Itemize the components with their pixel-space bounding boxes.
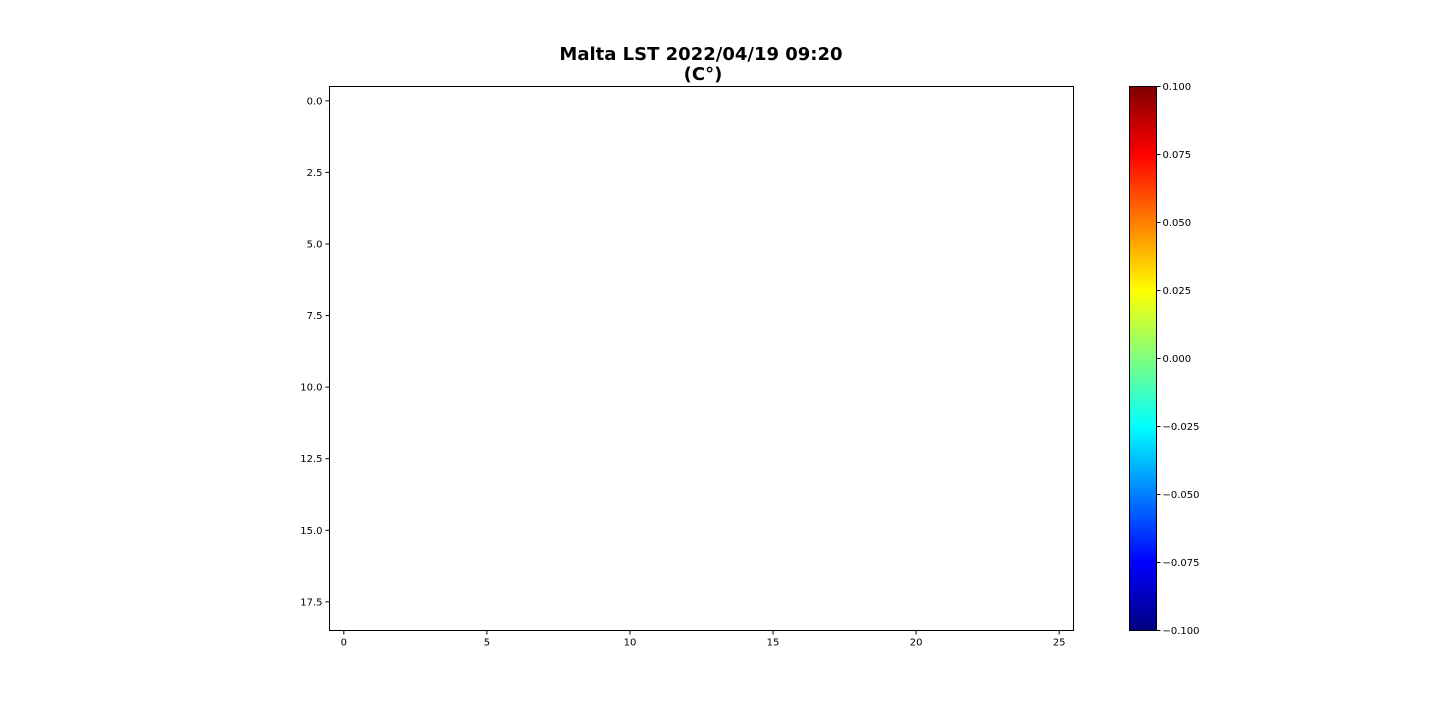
x-tick-label: 0 <box>341 638 347 649</box>
y-tick-label: 7.5 <box>307 311 323 322</box>
colorbar-tick-label: −0.075 <box>1163 558 1200 569</box>
y-tick-label: 17.5 <box>300 597 322 608</box>
y-tick-label: 5.0 <box>307 239 323 250</box>
y-tick-label: 15.0 <box>300 526 322 537</box>
y-tick-label: 2.5 <box>307 168 323 179</box>
colorbar-tick-label: −0.100 <box>1163 626 1200 637</box>
x-tick-label: 5 <box>484 638 490 649</box>
colorbar-tick-label: −0.050 <box>1163 490 1200 501</box>
x-tick-label: 20 <box>910 638 923 649</box>
y-tick-label: 0.0 <box>307 96 323 107</box>
x-tick-label: 15 <box>767 638 780 649</box>
x-tick-label: 10 <box>624 638 637 649</box>
y-tick-label: 12.5 <box>300 454 322 465</box>
colorbar <box>1129 86 1157 631</box>
colorbar-tick-label: 0.025 <box>1163 286 1192 297</box>
plot-area <box>329 86 1074 631</box>
y-axis: 0.0 2.5 5.0 7.5 10.0 12.5 15.0 17.5 <box>300 96 330 608</box>
colorbar-tick-label: 0.050 <box>1163 218 1192 229</box>
x-axis: 0 5 10 15 20 25 <box>341 630 1066 649</box>
chart-title: Malta LST 2022/04/19 09:20 <box>559 44 842 65</box>
colorbar-tick-label: −0.025 <box>1163 422 1200 433</box>
colorbar-axis: −0.100 −0.075 −0.050 −0.025 0.000 0.025 0.050 0… <box>1156 82 1200 637</box>
chart-subtitle: (C°) <box>684 64 723 85</box>
colorbar-tick-label: 0.100 <box>1163 82 1192 93</box>
colorbar-tick-label: 0.075 <box>1163 150 1192 161</box>
y-tick-label: 10.0 <box>300 383 322 394</box>
x-tick-label: 25 <box>1053 638 1066 649</box>
colorbar-tick-label: 0.000 <box>1163 354 1192 365</box>
